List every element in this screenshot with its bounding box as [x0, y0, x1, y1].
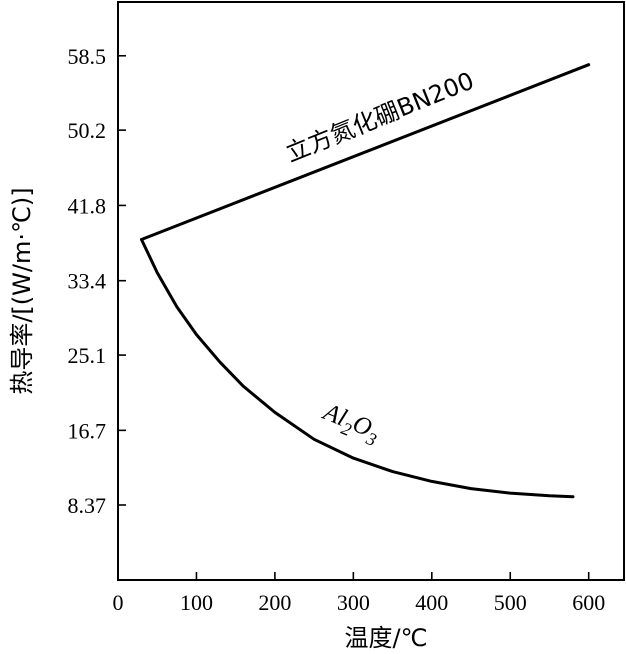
- bn-series-label: 立方氮化硼BN200: [282, 67, 478, 168]
- y-tick-label: 58.5: [68, 44, 107, 69]
- x-tick-label: 600: [572, 590, 605, 615]
- x-axis-ticks: 0 100 200 300 400 500 600: [113, 572, 605, 615]
- y-tick-label: 8.37: [68, 493, 107, 518]
- x-axis-title: 温度/℃: [344, 624, 427, 652]
- x-tick-label: 100: [180, 590, 213, 615]
- y-tick-label: 41.8: [68, 193, 107, 218]
- al2o3-series-label: Al2O3: [316, 398, 384, 450]
- bn200-series-line: [140, 63, 591, 241]
- y-axis-title: 热导率/[(W/m·℃)]: [8, 187, 36, 394]
- y-tick-label: 50.2: [68, 118, 107, 143]
- series-layer: [140, 63, 591, 499]
- y-tick-label: 33.4: [68, 269, 107, 294]
- x-tick-label: 500: [494, 590, 527, 615]
- y-axis-ticks: 8.37 16.7 25.1 33.4 41.8 50.2 58.5: [68, 44, 126, 518]
- x-tick-label: 200: [258, 590, 291, 615]
- y-tick-label: 25.1: [68, 343, 107, 368]
- x-tick-label: 300: [337, 590, 370, 615]
- y-tick-label: 16.7: [68, 418, 107, 443]
- plot-frame: [117, 1, 625, 581]
- al2o3-series-line: [140, 238, 575, 499]
- x-tick-label: 0: [113, 590, 124, 615]
- x-tick-label: 400: [415, 590, 448, 615]
